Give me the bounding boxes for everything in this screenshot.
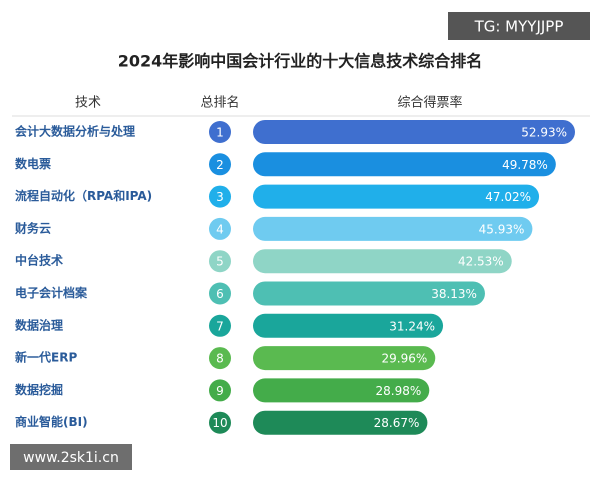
bar bbox=[253, 346, 436, 371]
rank-label: 7 bbox=[216, 319, 224, 333]
value-label: 42.53% bbox=[458, 255, 504, 269]
value-label: 49.78% bbox=[502, 158, 548, 172]
category-label: 财务云 bbox=[14, 220, 51, 235]
watermark-box bbox=[10, 444, 132, 470]
rank-label: 10 bbox=[212, 416, 227, 430]
rank-badge bbox=[209, 153, 231, 176]
bar bbox=[253, 216, 533, 241]
chart-title: 2024年影响中国会计行业的十大信息技术综合排名 bbox=[118, 52, 483, 71]
category-label: 流程自动化（RPA和IPA) bbox=[15, 188, 152, 203]
bar bbox=[253, 184, 540, 209]
value-label: 31.24% bbox=[389, 319, 435, 333]
rank-label: 2 bbox=[216, 158, 224, 172]
rank-label: 4 bbox=[216, 222, 224, 236]
rank-label: 5 bbox=[216, 255, 224, 269]
watermark: TG: MYYJJPP bbox=[474, 18, 564, 36]
column-header: 综合得票率 bbox=[397, 95, 462, 111]
bar bbox=[253, 410, 428, 435]
rank-badge bbox=[209, 314, 231, 337]
rank-badge bbox=[209, 217, 231, 240]
category-label: 电子会计档案 bbox=[15, 285, 88, 300]
value-label: 38.13% bbox=[431, 287, 477, 301]
category-label: 会计大数据分析与处理 bbox=[15, 124, 135, 139]
rank-badge bbox=[209, 282, 231, 305]
value-label: 28.98% bbox=[376, 384, 422, 398]
value-label: 28.67% bbox=[374, 416, 420, 430]
rank-badge bbox=[209, 379, 231, 402]
rank-label: 1 bbox=[216, 126, 224, 140]
rank-label: 6 bbox=[216, 287, 224, 301]
rank-badge bbox=[209, 411, 231, 434]
category-label: 数据治理 bbox=[15, 317, 63, 332]
category-label: 商业智能(BI) bbox=[15, 414, 88, 429]
value-label: 47.02% bbox=[485, 190, 531, 204]
value-label: 45.93% bbox=[479, 222, 525, 236]
category-label: 数电票 bbox=[15, 156, 51, 171]
bar bbox=[253, 152, 556, 177]
rank-label: 3 bbox=[216, 190, 224, 204]
rank-badge bbox=[209, 121, 231, 143]
rank-badge bbox=[209, 185, 231, 208]
column-header: 技术 bbox=[75, 96, 101, 111]
watermark: www.2sk1i.cn bbox=[23, 450, 119, 466]
value-label: 29.96% bbox=[381, 352, 427, 366]
bar bbox=[253, 249, 512, 274]
rank-label: 8 bbox=[216, 352, 224, 366]
bar bbox=[253, 120, 575, 144]
category-label: 中台技术 bbox=[15, 253, 63, 268]
rank-badge bbox=[209, 347, 231, 370]
bar bbox=[253, 378, 430, 403]
watermark-box bbox=[448, 12, 590, 40]
category-label: 数据挖掘 bbox=[15, 382, 63, 397]
bar bbox=[253, 281, 485, 306]
column-header: 总排名 bbox=[200, 95, 239, 111]
category-label: 新一代ERP bbox=[15, 350, 77, 365]
value-label: 52.93% bbox=[521, 126, 567, 140]
bar bbox=[253, 313, 444, 338]
rank-label: 9 bbox=[216, 384, 224, 398]
rank-badge bbox=[209, 250, 231, 273]
